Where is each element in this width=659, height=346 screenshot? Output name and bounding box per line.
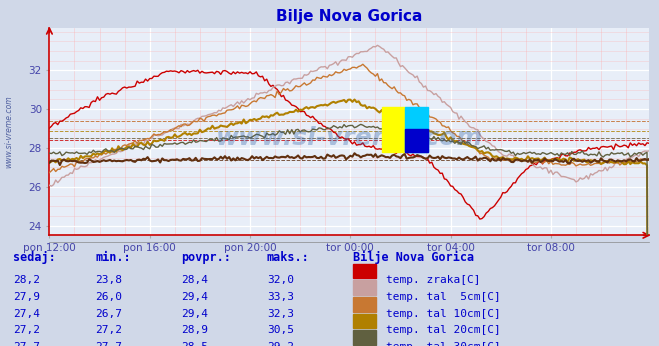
Text: min.:: min.:	[96, 251, 131, 264]
Text: 30,5: 30,5	[267, 325, 294, 335]
Text: temp. tal 10cm[C]: temp. tal 10cm[C]	[386, 309, 500, 319]
Text: 28,9: 28,9	[181, 325, 208, 335]
Text: 27,2: 27,2	[13, 325, 40, 335]
Bar	[405, 129, 428, 152]
Bar	[353, 330, 376, 345]
Text: 29,2: 29,2	[267, 342, 294, 346]
Text: 27,7: 27,7	[96, 342, 123, 346]
Text: povpr.:: povpr.:	[181, 251, 231, 264]
Text: 28,2: 28,2	[13, 275, 40, 285]
Title: Bilje Nova Gorica: Bilje Nova Gorica	[276, 9, 422, 24]
Text: temp. zraka[C]: temp. zraka[C]	[386, 275, 480, 285]
Text: maks.:: maks.:	[267, 251, 310, 264]
Text: 28,5: 28,5	[181, 342, 208, 346]
Bar	[405, 107, 428, 152]
Text: www.si-vreme.com: www.si-vreme.com	[4, 95, 13, 168]
Text: 27,2: 27,2	[96, 325, 123, 335]
Text: 29,4: 29,4	[181, 309, 208, 319]
Text: 26,7: 26,7	[96, 309, 123, 319]
Text: 33,3: 33,3	[267, 292, 294, 302]
Text: temp. tal 30cm[C]: temp. tal 30cm[C]	[386, 342, 500, 346]
Text: sedaj:: sedaj:	[13, 251, 56, 264]
Text: Bilje Nova Gorica: Bilje Nova Gorica	[353, 251, 474, 264]
Text: 29,4: 29,4	[181, 292, 208, 302]
Text: 32,3: 32,3	[267, 309, 294, 319]
Text: 23,8: 23,8	[96, 275, 123, 285]
Bar	[353, 264, 376, 278]
Bar	[353, 313, 376, 328]
Text: temp. tal  5cm[C]: temp. tal 5cm[C]	[386, 292, 500, 302]
Bar	[353, 297, 376, 311]
Bar	[353, 280, 376, 295]
Text: 27,7: 27,7	[13, 342, 40, 346]
Text: www.si-vreme.com: www.si-vreme.com	[215, 126, 483, 150]
Text: 27,4: 27,4	[13, 309, 40, 319]
Text: temp. tal 20cm[C]: temp. tal 20cm[C]	[386, 325, 500, 335]
Text: 32,0: 32,0	[267, 275, 294, 285]
Text: 27,9: 27,9	[13, 292, 40, 302]
Text: 28,4: 28,4	[181, 275, 208, 285]
Bar	[382, 107, 405, 152]
Text: 26,0: 26,0	[96, 292, 123, 302]
